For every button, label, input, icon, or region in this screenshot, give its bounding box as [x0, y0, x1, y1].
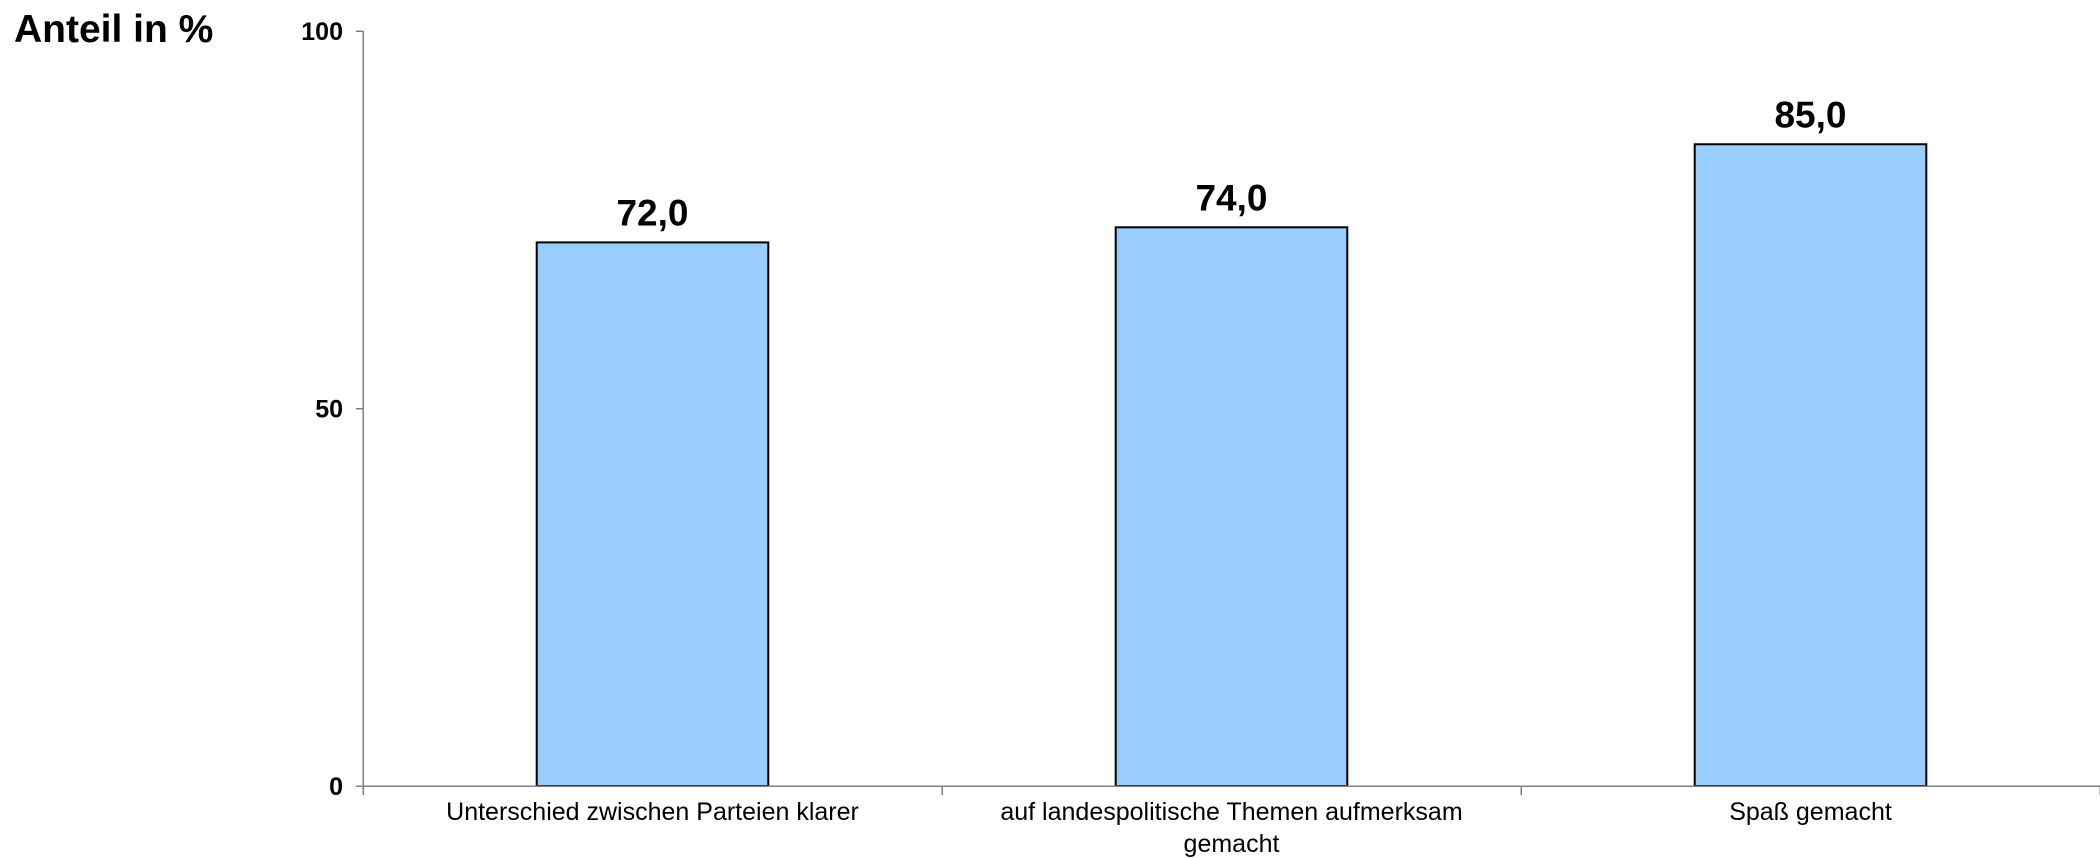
x-tick-label: gemacht — [1184, 830, 1280, 858]
bar-value-label: 85,0 — [1774, 94, 1846, 135]
labels-layer: 0 50 100 72,0 Unterschied zwischen Parteien … — [301, 18, 1892, 858]
y-tick-label: 0 — [329, 773, 343, 801]
x-tick-label: Unterschied zwischen Parteien klarer — [446, 798, 859, 826]
bar — [1693, 143, 1928, 787]
y-axis-label: Anteil in % — [14, 8, 213, 51]
axes-layer — [356, 30, 2100, 795]
bar — [1114, 226, 1349, 788]
x-tick-label: auf landespolitische Themen aufmerksam — [1000, 798, 1462, 826]
bar-value-label: 74,0 — [1195, 177, 1267, 218]
y-tick-label: 50 — [315, 396, 343, 424]
bar-value-label: 72,0 — [616, 192, 688, 233]
y-tick-label: 100 — [301, 18, 343, 46]
x-tick-label: Spaß gemacht — [1729, 798, 1892, 826]
bars-layer — [535, 143, 1928, 788]
bar — [535, 241, 770, 787]
